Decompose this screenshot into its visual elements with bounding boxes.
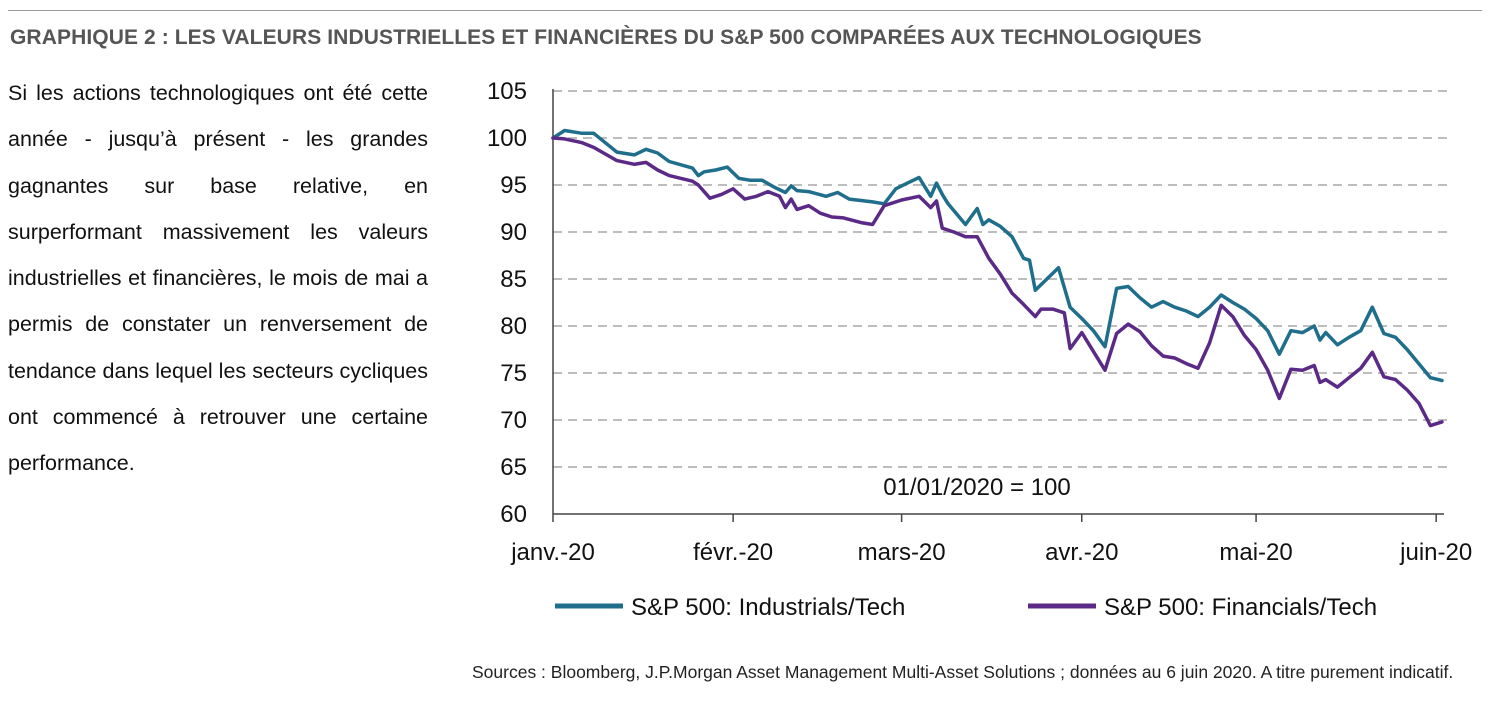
series-line: [551, 136, 1444, 428]
y-tick-label: 75: [500, 360, 527, 387]
axes: 60 65 70 75 80 85 90 95 100 105 janv.-20 févr.-20 ma…: [487, 78, 1472, 566]
x-tick-label: janv.-20: [510, 539, 595, 566]
x-tick-label: févr.-20: [693, 539, 773, 566]
x-tick-label: avr.-20: [1045, 539, 1118, 566]
series-lines: [551, 128, 1444, 428]
y-tick-label: 100: [487, 125, 527, 152]
y-tick-label: 95: [500, 172, 527, 199]
y-tick-label: 105: [487, 78, 527, 105]
legend-label: S&P 500: Industrials/Tech: [631, 594, 905, 621]
y-tick-label: 65: [500, 454, 527, 481]
top-divider: [8, 10, 1482, 11]
x-tick-label: juin-20: [1399, 539, 1472, 566]
y-tick-label: 90: [500, 219, 527, 246]
line-chart: 60 65 70 75 80 85 90 95 100 105 janv.-20 févr.-20 ma…: [487, 78, 1472, 621]
y-tick-label: 85: [500, 266, 527, 293]
figure-title: GRAPHIQUE 2 : LES VALEURS INDUSTRIELLES …: [10, 26, 1202, 49]
chart-legend: S&P 500: Industrials/Tech S&P 500: Financ…: [555, 594, 1377, 621]
y-tick-label: 70: [500, 407, 527, 434]
body-paragraph: Si les actions technologiques ont été ce…: [8, 81, 428, 476]
series-line: [551, 128, 1444, 383]
y-tick-label: 80: [500, 313, 527, 340]
x-tick-label: mai-20: [1219, 539, 1292, 566]
chart-annotation: 01/01/2020 = 100: [883, 474, 1071, 501]
legend-label: S&P 500: Financials/Tech: [1104, 594, 1377, 621]
x-tick-label: mars-20: [858, 539, 946, 566]
y-tick-label: 60: [500, 501, 527, 528]
sources-note: Sources : Bloomberg, J.P.Morgan Asset Ma…: [472, 662, 1454, 682]
